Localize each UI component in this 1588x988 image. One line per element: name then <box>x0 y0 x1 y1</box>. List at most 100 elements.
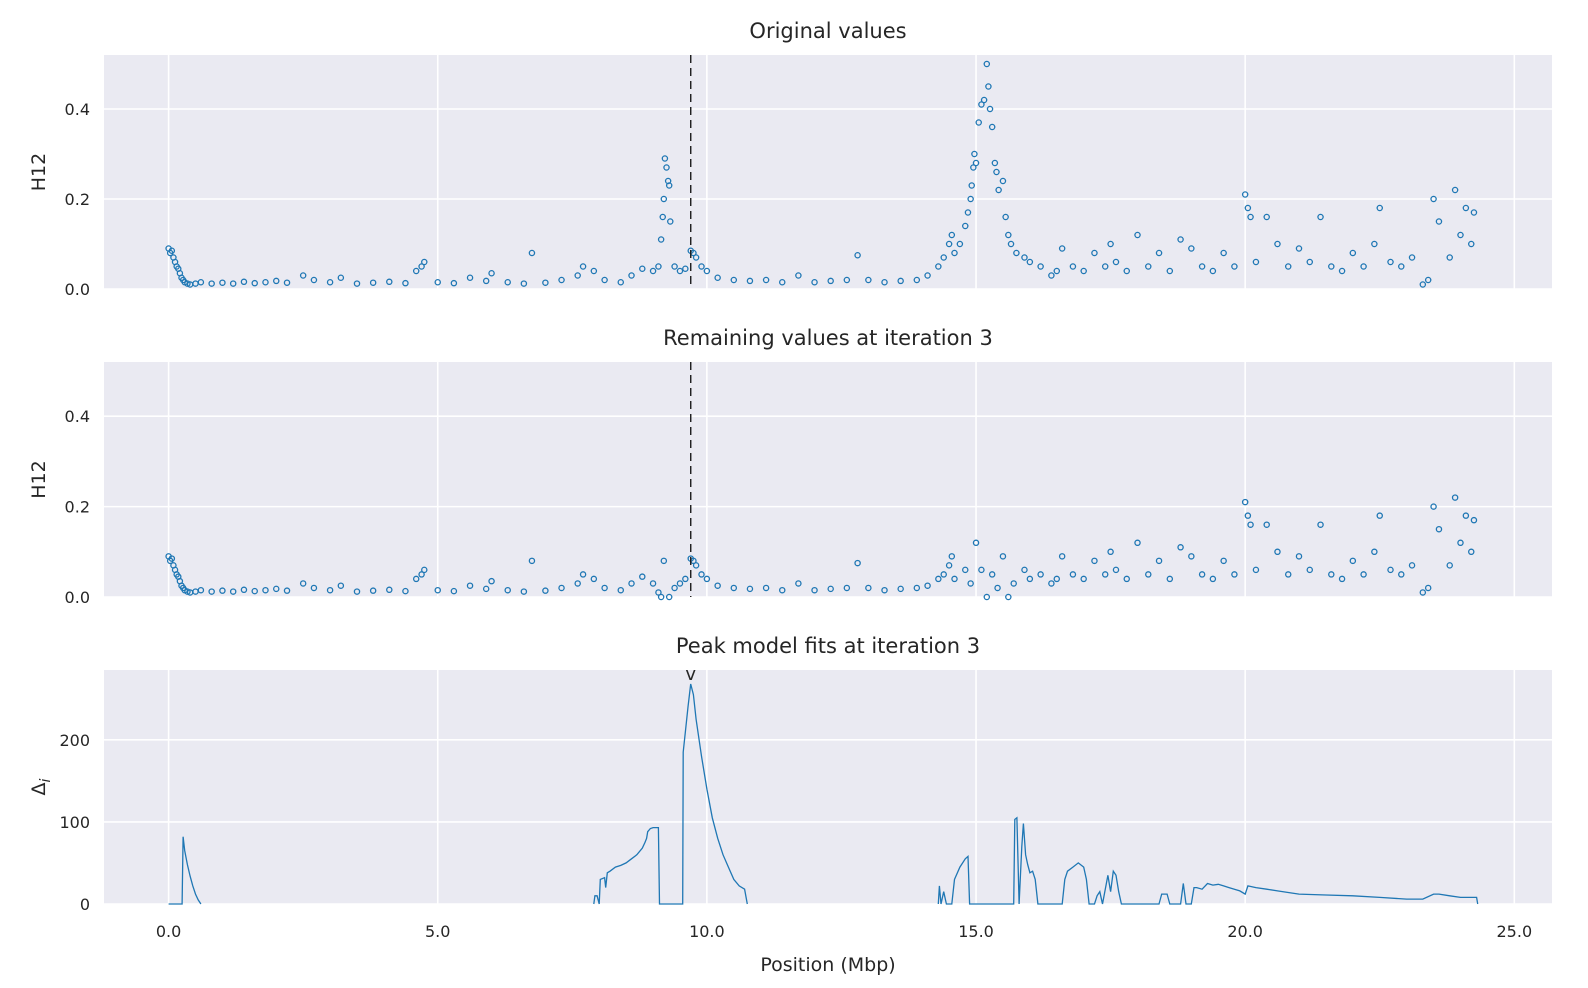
plot-background <box>104 55 1552 289</box>
data-point <box>639 573 646 580</box>
data-point <box>968 182 975 189</box>
data-point <box>1188 553 1195 560</box>
data-point <box>1247 521 1254 528</box>
data-point <box>542 587 549 594</box>
data-point <box>1048 272 1055 279</box>
data-point <box>590 267 598 275</box>
data-point <box>1284 571 1292 578</box>
data-point <box>1010 580 1017 587</box>
data-point <box>299 580 307 587</box>
data-point <box>337 274 345 281</box>
data-point <box>402 587 409 595</box>
data-point <box>558 276 565 284</box>
data-point <box>601 276 608 284</box>
data-point <box>1177 236 1184 243</box>
data-point <box>1435 218 1443 225</box>
data-point <box>1317 521 1324 528</box>
data-point <box>1005 231 1012 239</box>
data-point <box>208 588 215 595</box>
data-point <box>579 571 587 578</box>
data-point <box>488 269 495 277</box>
y-tick-label: 0.0 <box>65 280 90 299</box>
data-point <box>1470 209 1478 216</box>
data-point <box>504 586 511 594</box>
data-point <box>528 249 536 257</box>
data-point <box>1360 263 1367 270</box>
x-tick-label: 15.0 <box>958 922 994 941</box>
data-point <box>310 584 318 592</box>
data-point <box>168 247 176 254</box>
data-point <box>466 582 474 589</box>
data-point <box>991 159 999 167</box>
data-point <box>617 586 625 594</box>
data-point <box>353 588 361 595</box>
data-point <box>1177 544 1184 551</box>
data-point <box>273 585 280 593</box>
data-point <box>657 593 665 601</box>
data-point <box>1091 249 1098 257</box>
data-point <box>617 278 625 286</box>
data-point <box>951 575 958 583</box>
data-point <box>1424 276 1432 284</box>
data-point <box>1021 254 1028 261</box>
data-point <box>714 274 721 281</box>
data-point <box>682 265 689 272</box>
data-point <box>972 159 980 167</box>
data-point <box>924 582 931 589</box>
data-point <box>1430 503 1437 510</box>
data-point <box>778 278 786 286</box>
data-point <box>967 195 974 203</box>
data-point <box>665 593 673 601</box>
plot-background <box>104 362 1552 597</box>
data-point <box>262 278 269 286</box>
data-point <box>251 279 258 287</box>
data-point <box>402 279 409 287</box>
data-point <box>945 562 953 569</box>
data-point <box>1446 562 1453 569</box>
data-point <box>528 557 536 565</box>
x-tick-label: 5.0 <box>425 922 450 941</box>
data-point <box>601 584 608 592</box>
data-point <box>746 277 754 285</box>
data-point <box>1349 249 1357 257</box>
x-tick-label: 0.0 <box>156 922 181 941</box>
data-point <box>1026 575 1034 583</box>
data-point <box>418 571 425 578</box>
data-point <box>1112 566 1120 574</box>
plot-background <box>104 670 1552 904</box>
y-axis-label: Δi <box>28 778 54 795</box>
data-point <box>811 278 818 286</box>
x-axis-label: Position (Mbp) <box>760 954 895 976</box>
data-point <box>1155 249 1163 257</box>
data-point <box>639 265 646 272</box>
data-point <box>1349 557 1357 565</box>
data-point <box>1451 494 1459 501</box>
data-point <box>1328 571 1335 578</box>
data-point <box>1398 263 1405 270</box>
data-point <box>1306 566 1314 574</box>
data-point <box>240 586 248 594</box>
data-point <box>827 585 834 593</box>
data-point <box>698 263 705 270</box>
plot-area <box>165 55 1478 289</box>
data-point <box>1252 258 1260 266</box>
y-tick-label: 0.2 <box>65 190 90 209</box>
data-point <box>1069 263 1077 270</box>
data-point <box>590 575 598 583</box>
data-point <box>843 276 851 284</box>
data-point <box>1209 267 1217 275</box>
data-point <box>1408 562 1416 569</box>
data-point <box>940 254 947 261</box>
data-point <box>935 575 942 583</box>
data-point <box>1408 254 1416 261</box>
data-point <box>628 272 635 279</box>
data-point <box>1241 498 1249 506</box>
data-point <box>504 278 511 286</box>
data-point <box>1123 267 1131 275</box>
data-point <box>1371 548 1378 556</box>
data-point <box>703 575 711 583</box>
data-point <box>1263 521 1270 528</box>
panel-title: Original values <box>749 19 906 43</box>
data-point <box>660 195 668 203</box>
